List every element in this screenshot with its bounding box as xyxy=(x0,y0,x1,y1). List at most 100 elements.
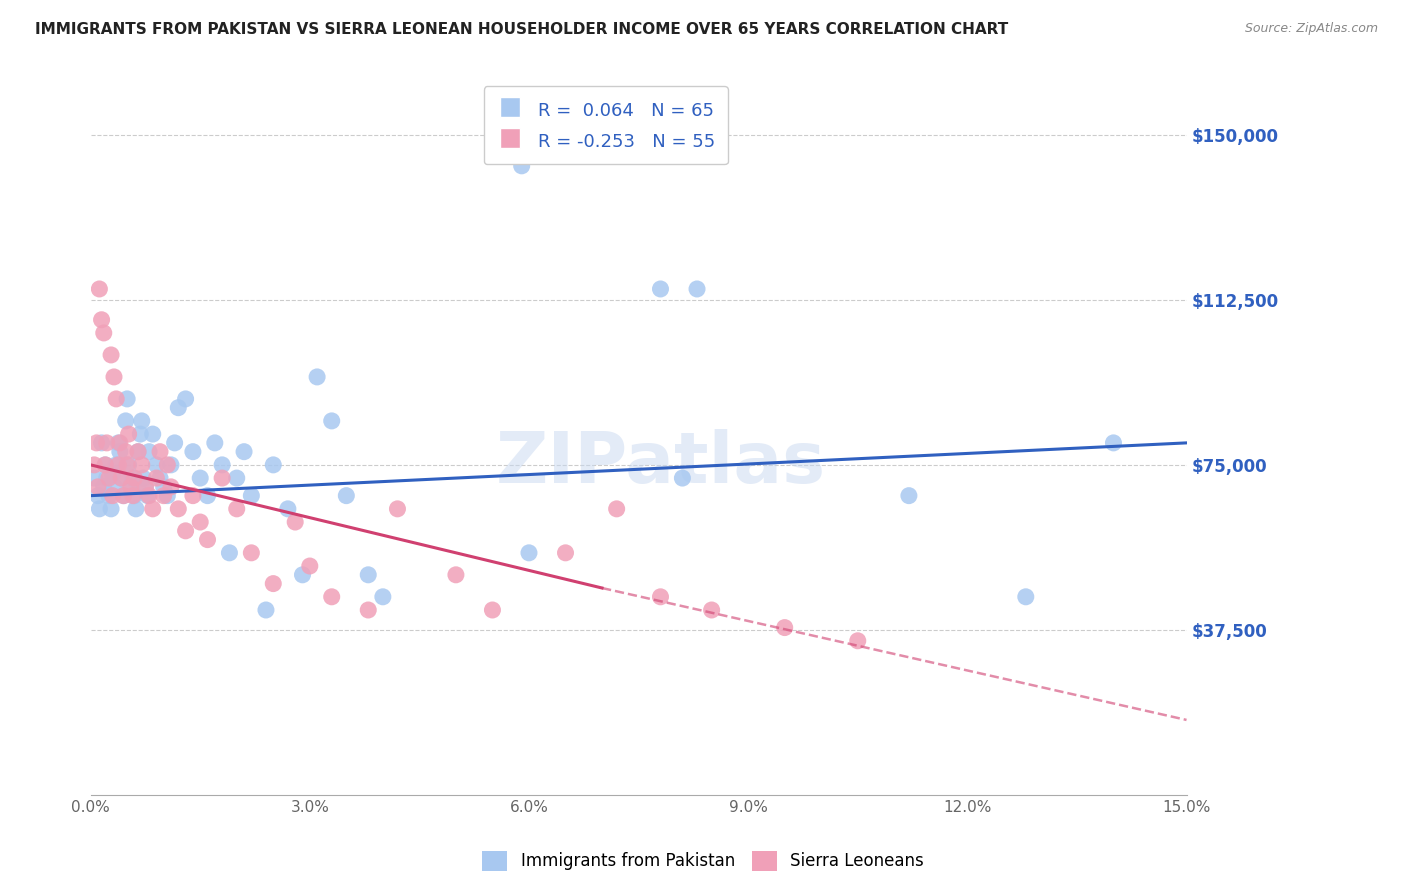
Point xyxy=(517,546,540,560)
Point xyxy=(240,546,263,560)
Point xyxy=(115,458,138,472)
Point xyxy=(321,414,343,428)
Point xyxy=(94,458,117,472)
Point xyxy=(152,489,174,503)
Point xyxy=(174,524,197,538)
Point xyxy=(174,392,197,406)
Point xyxy=(124,489,146,503)
Point xyxy=(96,471,118,485)
Point xyxy=(204,436,226,450)
Point xyxy=(225,501,247,516)
Point xyxy=(1015,590,1038,604)
Point xyxy=(233,444,256,458)
Point xyxy=(131,458,153,472)
Point xyxy=(87,489,110,503)
Point xyxy=(149,444,172,458)
Point xyxy=(89,282,111,296)
Point xyxy=(138,444,160,458)
Point xyxy=(197,533,219,547)
Point xyxy=(90,436,112,450)
Point xyxy=(120,480,142,494)
Point xyxy=(101,489,124,503)
Point xyxy=(188,471,211,485)
Point xyxy=(114,444,136,458)
Point xyxy=(481,603,503,617)
Point xyxy=(262,458,284,472)
Point xyxy=(131,414,153,428)
Point xyxy=(108,436,131,450)
Point xyxy=(103,480,125,494)
Point xyxy=(387,501,409,516)
Point xyxy=(371,590,394,604)
Point xyxy=(156,489,179,503)
Point xyxy=(142,501,165,516)
Point xyxy=(554,546,576,560)
Point xyxy=(132,471,155,485)
Point xyxy=(142,427,165,442)
Point xyxy=(357,567,380,582)
Point xyxy=(96,436,118,450)
Point xyxy=(335,489,357,503)
Point xyxy=(107,436,129,450)
Point xyxy=(120,480,142,494)
Point xyxy=(262,576,284,591)
Point xyxy=(101,467,124,481)
Point xyxy=(117,427,139,442)
Point xyxy=(100,501,122,516)
Legend: Immigrants from Pakistan, Sierra Leoneans: Immigrants from Pakistan, Sierra Leonean… xyxy=(474,842,932,880)
Text: Source: ZipAtlas.com: Source: ZipAtlas.com xyxy=(1244,22,1378,36)
Point xyxy=(129,427,152,442)
Point xyxy=(90,312,112,326)
Point xyxy=(105,392,128,406)
Point xyxy=(122,471,145,485)
Point xyxy=(138,489,160,503)
Text: ZIPatlas: ZIPatlas xyxy=(495,429,825,499)
Point xyxy=(163,436,186,450)
Point xyxy=(124,471,146,485)
Point xyxy=(846,633,869,648)
Point xyxy=(108,444,131,458)
Point xyxy=(127,444,149,458)
Point xyxy=(700,603,723,617)
Point xyxy=(103,370,125,384)
Point xyxy=(117,458,139,472)
Point xyxy=(307,370,329,384)
Point xyxy=(606,501,628,516)
Point xyxy=(160,458,183,472)
Point xyxy=(160,480,183,494)
Point xyxy=(114,414,136,428)
Point xyxy=(277,501,299,516)
Point xyxy=(100,348,122,362)
Point xyxy=(650,282,672,296)
Point xyxy=(650,590,672,604)
Point xyxy=(86,436,108,450)
Point xyxy=(122,489,145,503)
Point xyxy=(93,480,115,494)
Point xyxy=(671,471,693,485)
Point xyxy=(211,471,233,485)
Point xyxy=(357,603,380,617)
Point xyxy=(83,471,105,485)
Point xyxy=(181,444,204,458)
Point xyxy=(94,458,117,472)
Point xyxy=(112,489,135,503)
Point xyxy=(83,458,105,472)
Point xyxy=(218,546,240,560)
Point xyxy=(93,326,115,340)
Point xyxy=(110,471,132,485)
Point xyxy=(444,567,467,582)
Point xyxy=(127,444,149,458)
Point xyxy=(149,471,172,485)
Point xyxy=(97,489,120,503)
Point xyxy=(105,458,128,472)
Point xyxy=(156,458,179,472)
Point xyxy=(188,515,211,529)
Point xyxy=(211,458,233,472)
Point xyxy=(167,501,190,516)
Point xyxy=(686,282,709,296)
Point xyxy=(321,590,343,604)
Point xyxy=(291,567,314,582)
Point xyxy=(510,159,533,173)
Point xyxy=(298,559,321,574)
Point xyxy=(115,392,138,406)
